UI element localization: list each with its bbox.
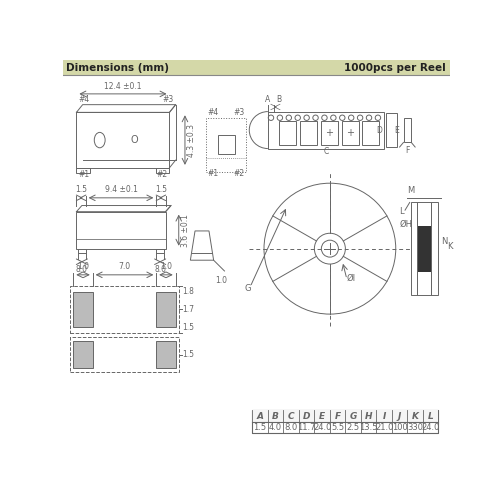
Bar — [156, 248, 164, 252]
Text: J: J — [398, 412, 402, 420]
Text: #3: #3 — [163, 96, 174, 104]
Text: 1000pcs per Reel: 1000pcs per Reel — [344, 62, 446, 72]
Text: 2.5: 2.5 — [346, 423, 360, 432]
Text: 13.5: 13.5 — [360, 423, 378, 432]
Text: C: C — [324, 147, 328, 156]
Bar — [342, 121, 358, 146]
Text: 1.0: 1.0 — [160, 262, 172, 271]
Bar — [156, 168, 170, 173]
Bar — [252, 410, 438, 422]
Bar — [362, 121, 380, 146]
Text: 330: 330 — [407, 423, 423, 432]
Bar — [74, 292, 92, 327]
Text: G: G — [244, 284, 251, 293]
Text: A: A — [265, 96, 270, 104]
Bar — [62, 60, 450, 76]
Bar — [300, 121, 316, 146]
Text: 4.3 ±0.3: 4.3 ±0.3 — [188, 124, 196, 156]
Text: L: L — [399, 207, 404, 216]
Text: #1: #1 — [208, 170, 218, 178]
Text: 1.5: 1.5 — [254, 423, 266, 432]
Text: K: K — [412, 412, 418, 420]
Text: 1.5: 1.5 — [75, 185, 87, 194]
Text: F: F — [405, 146, 409, 155]
Bar — [268, 112, 384, 148]
Text: F: F — [334, 412, 340, 420]
Text: 1.0: 1.0 — [216, 276, 228, 284]
Text: 21.0: 21.0 — [375, 423, 394, 432]
Text: 9.4 ±0.1: 9.4 ±0.1 — [104, 185, 138, 194]
Bar — [386, 113, 396, 147]
Bar — [76, 168, 90, 173]
Text: 24.0: 24.0 — [313, 423, 332, 432]
Text: 8.0: 8.0 — [154, 265, 166, 274]
Text: #4: #4 — [78, 96, 89, 104]
Text: C: C — [288, 412, 294, 420]
Text: Dimensions (mm): Dimensions (mm) — [66, 62, 170, 72]
Text: 1.5: 1.5 — [182, 322, 194, 332]
Bar — [76, 112, 170, 168]
Text: #2: #2 — [157, 170, 168, 179]
Text: #3: #3 — [234, 108, 244, 118]
Text: 8.0: 8.0 — [284, 423, 298, 432]
Text: M: M — [408, 186, 414, 195]
Text: #1: #1 — [78, 170, 89, 179]
Text: 1.0: 1.0 — [77, 262, 89, 271]
Text: A: A — [256, 412, 264, 420]
Text: D: D — [376, 126, 382, 134]
Text: E: E — [394, 126, 399, 134]
Text: B: B — [276, 96, 281, 104]
Bar — [70, 337, 179, 372]
Text: I: I — [382, 412, 386, 420]
Text: #2: #2 — [234, 170, 244, 178]
Text: 100: 100 — [392, 423, 407, 432]
Text: 8.0: 8.0 — [76, 265, 88, 274]
Text: 1.7: 1.7 — [182, 305, 194, 314]
Text: 3.6 ±0.1: 3.6 ±0.1 — [181, 214, 190, 246]
Bar — [278, 121, 296, 146]
Text: K: K — [447, 242, 452, 250]
Bar — [78, 248, 86, 252]
Bar — [70, 286, 179, 334]
Text: 7.0: 7.0 — [118, 262, 130, 271]
Bar — [156, 341, 176, 368]
Text: 4.0: 4.0 — [269, 423, 282, 432]
Bar — [404, 118, 411, 142]
Bar — [432, 202, 438, 295]
Bar — [74, 341, 92, 368]
Text: G: G — [350, 412, 357, 420]
Text: #4: #4 — [208, 108, 218, 118]
Text: D: D — [303, 412, 310, 420]
Text: 12.4 ±0.1: 12.4 ±0.1 — [104, 82, 142, 91]
Text: 11.7: 11.7 — [298, 423, 316, 432]
Text: +: + — [346, 128, 354, 138]
Bar — [156, 292, 176, 327]
Text: E: E — [319, 412, 325, 420]
Text: B: B — [272, 412, 279, 420]
Text: ØI: ØI — [347, 274, 356, 283]
Bar — [418, 226, 430, 272]
Bar — [206, 118, 246, 172]
Bar — [76, 212, 166, 248]
Text: O: O — [131, 135, 138, 145]
Text: +: + — [325, 128, 333, 138]
Bar — [218, 136, 234, 154]
Bar — [252, 410, 438, 434]
Text: 5.5: 5.5 — [331, 423, 344, 432]
Text: 24.0: 24.0 — [422, 423, 440, 432]
Text: 1.5: 1.5 — [155, 185, 167, 194]
Text: 1.8: 1.8 — [182, 288, 194, 296]
Text: H: H — [365, 412, 372, 420]
Text: ØH: ØH — [400, 220, 412, 229]
Text: L: L — [428, 412, 434, 420]
Bar — [418, 202, 432, 295]
Bar — [411, 202, 418, 295]
Text: N: N — [442, 237, 448, 246]
Text: 1.5: 1.5 — [182, 350, 194, 359]
Bar — [320, 121, 338, 146]
